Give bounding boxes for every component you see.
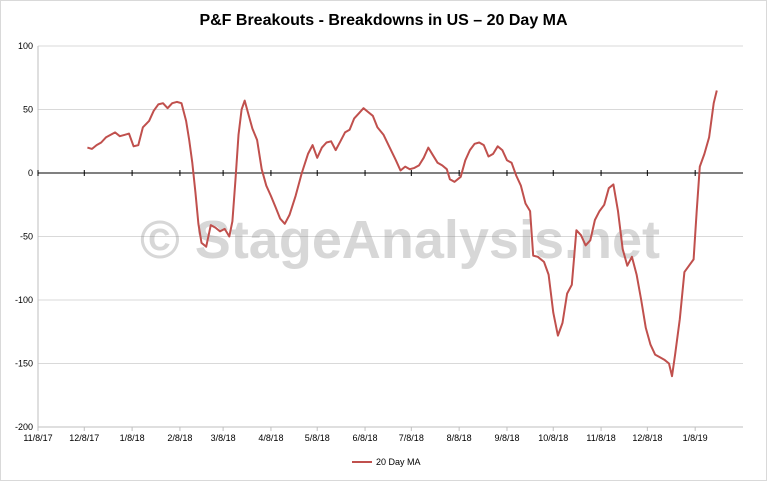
x-tick-label: 1/8/19 xyxy=(683,433,708,443)
y-tick-label: 0 xyxy=(28,168,33,178)
series-layer xyxy=(87,90,718,378)
x-tick-label: 11/8/18 xyxy=(586,433,615,443)
y-tick-label: -50 xyxy=(20,232,33,242)
x-axis: 11/8/17 12/8/17 1/8/18 2/8/18 3/8/18 4/8/18 5/… xyxy=(23,170,743,443)
x-tick-label: 2/8/18 xyxy=(167,433,192,443)
series-line-20-day-ma xyxy=(87,90,718,378)
chart-title: P&F Breakouts - Breakdowns in US – 20 Da… xyxy=(199,12,568,29)
watermark: © StageAnalysis.net xyxy=(140,210,660,270)
y-axis: 100 50 0 -50 -100 -150 -200 xyxy=(15,41,39,432)
y-tick-label: -200 xyxy=(15,422,33,432)
x-tick-label: 4/8/18 xyxy=(258,433,283,443)
y-tick-label: 100 xyxy=(18,41,33,51)
x-tick-label: 12/8/17 xyxy=(69,433,99,443)
x-tick-label: 5/8/18 xyxy=(305,433,330,443)
x-tick-label: 9/8/18 xyxy=(494,433,519,443)
x-tick-label: 7/8/18 xyxy=(399,433,424,443)
x-tick-label: 1/8/18 xyxy=(120,433,145,443)
y-tick-label: 50 xyxy=(23,105,33,115)
x-tick-label: 8/8/18 xyxy=(447,433,472,443)
x-tick-label: 10/8/18 xyxy=(538,433,568,443)
x-tick-label: 6/8/18 xyxy=(353,433,378,443)
legend: 20 Day MA xyxy=(352,457,421,467)
gridlines xyxy=(38,45,743,364)
x-tick-label: 11/8/17 xyxy=(23,433,52,443)
y-tick-label: -150 xyxy=(15,359,33,369)
legend-label: 20 Day MA xyxy=(376,457,421,467)
x-tick-label: 12/8/18 xyxy=(632,433,662,443)
x-tick-label: 3/8/18 xyxy=(211,433,236,443)
y-tick-label: -100 xyxy=(15,295,33,305)
